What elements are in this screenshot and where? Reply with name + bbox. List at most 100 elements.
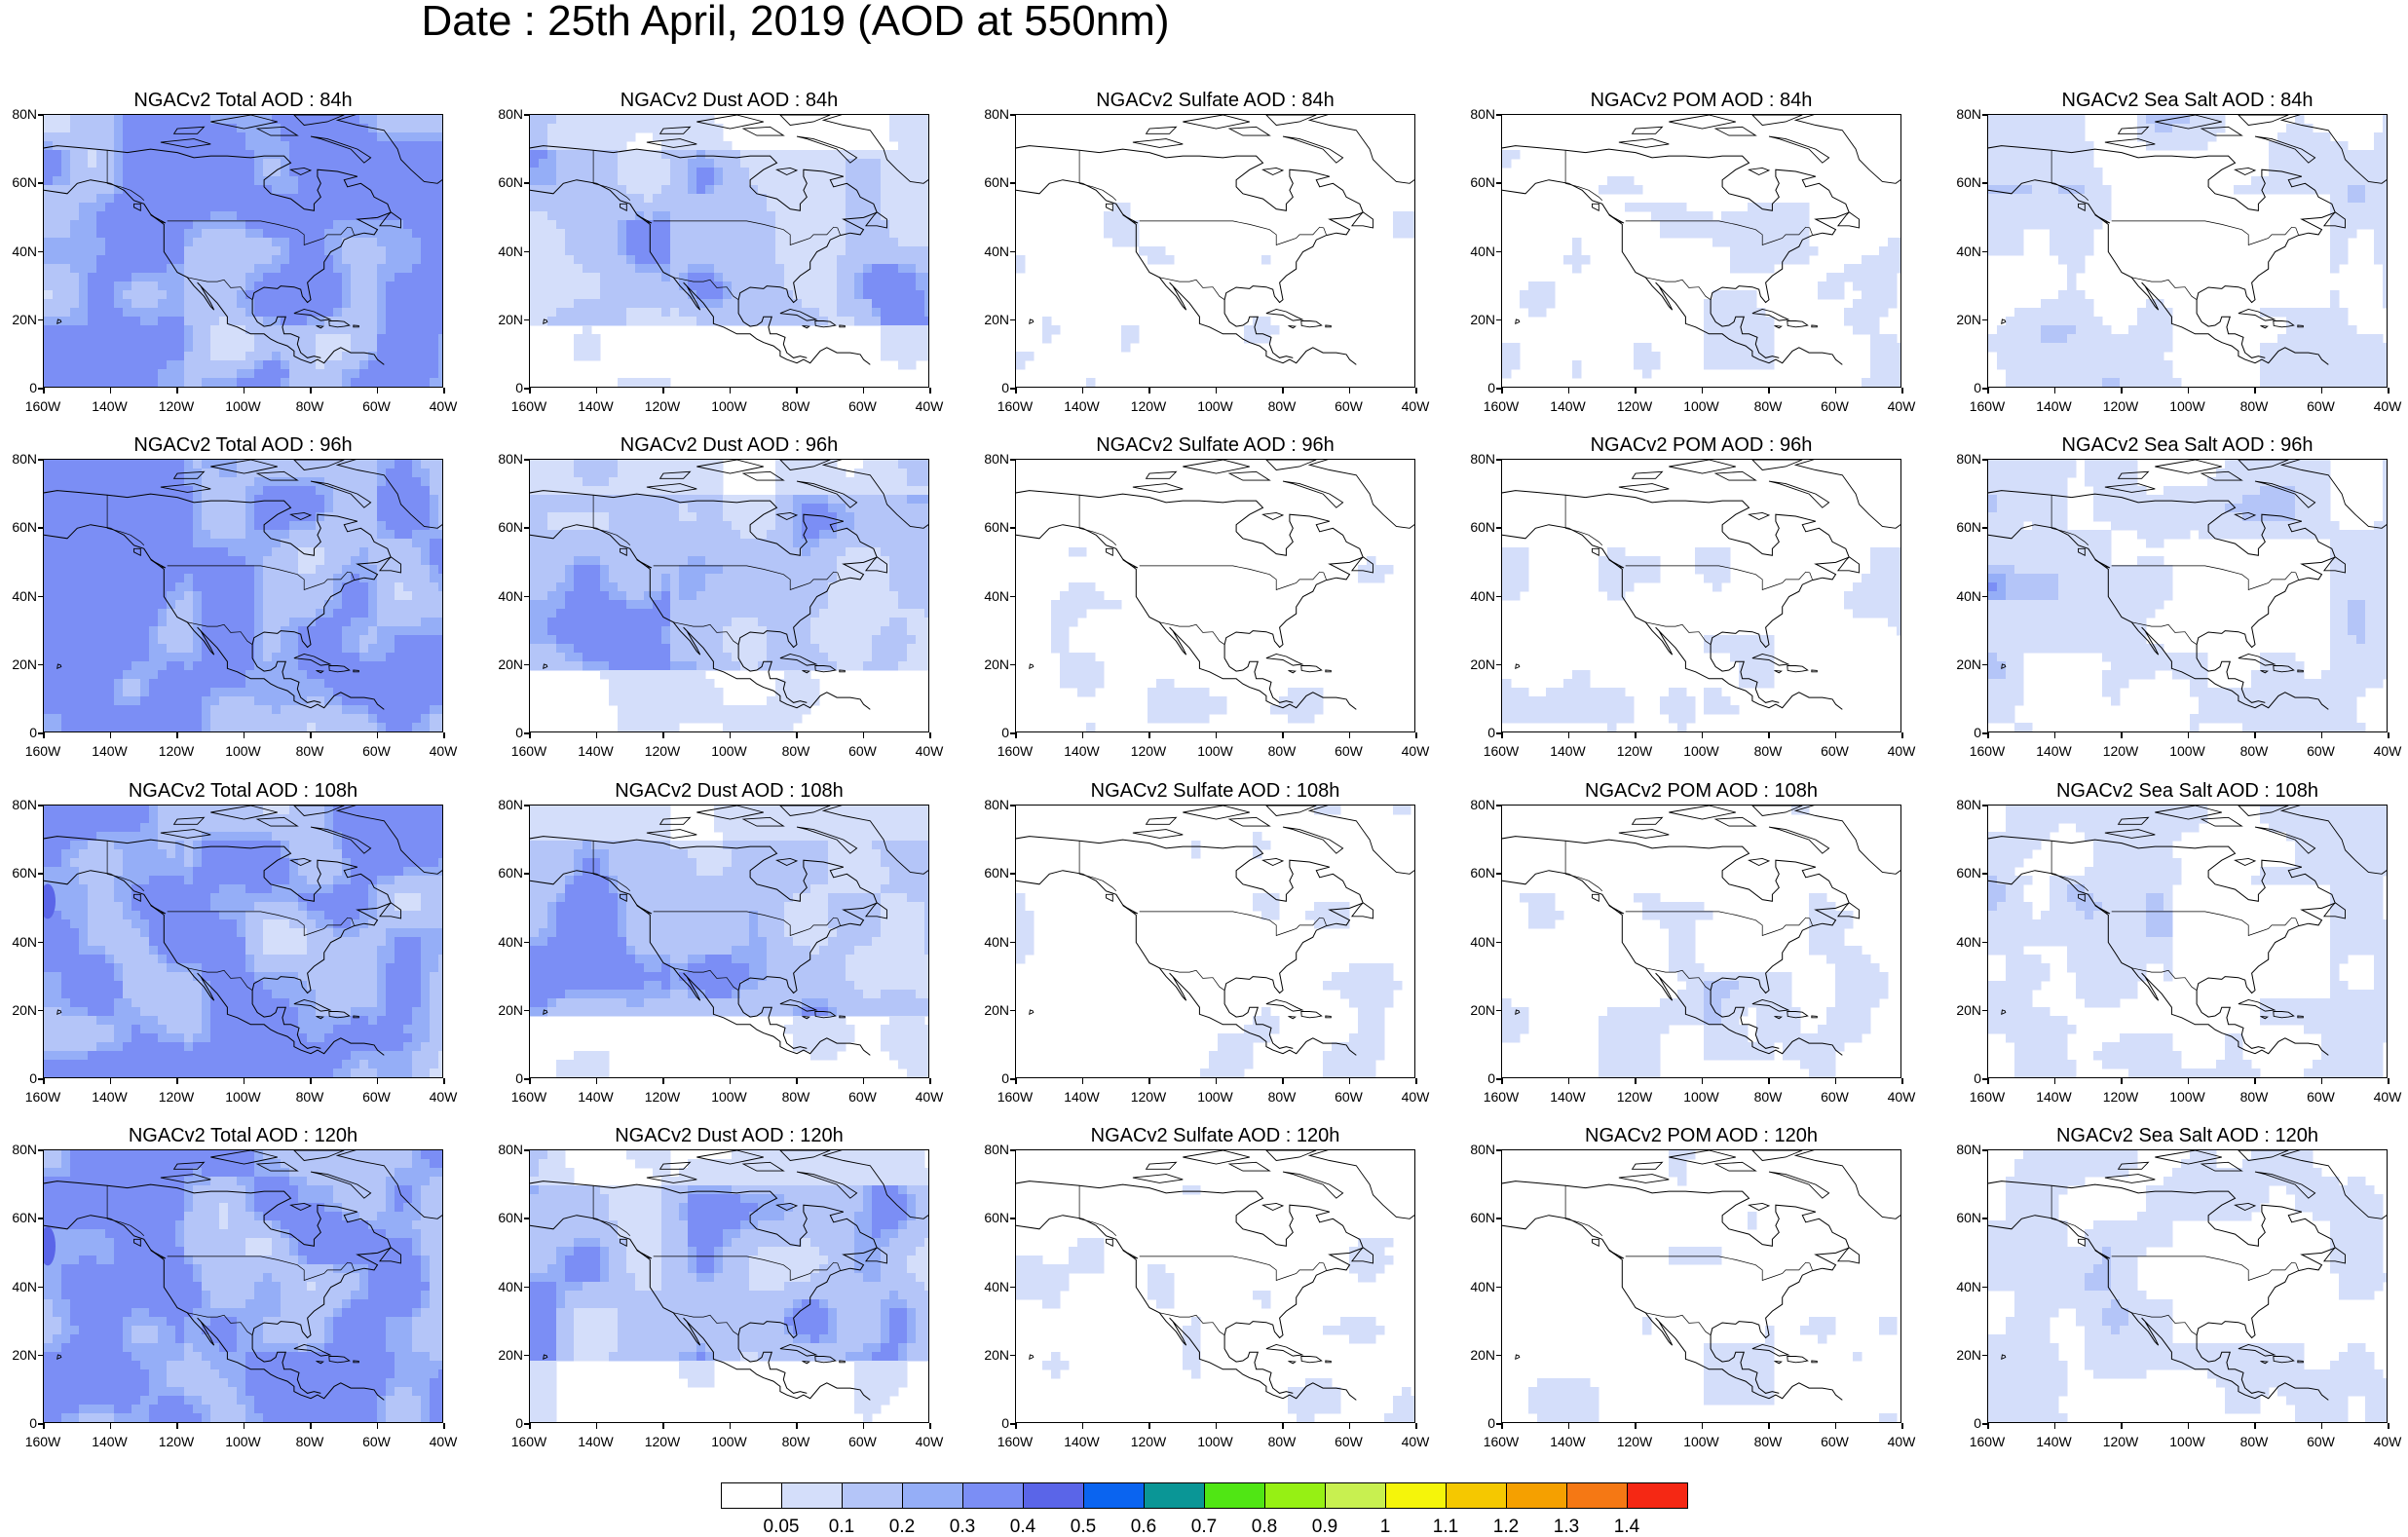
aod-cell <box>2085 334 2094 344</box>
aod-cell <box>854 317 864 326</box>
aod-cell <box>898 185 908 195</box>
aod-cell <box>219 203 229 212</box>
aod-cell <box>88 504 97 513</box>
aod-cell <box>105 264 115 274</box>
aod-cell <box>342 547 352 557</box>
aod-cell <box>828 281 838 291</box>
aod-cell <box>53 255 62 265</box>
aod-cell <box>342 469 352 478</box>
aod-cell <box>2146 325 2156 335</box>
aod-cell <box>907 290 917 300</box>
aod-cell <box>254 141 264 151</box>
aod-cell <box>140 653 150 662</box>
aod-cell <box>184 203 194 212</box>
aod-cell <box>1104 229 1113 239</box>
aod-cell <box>430 203 439 212</box>
aod-cell <box>53 238 62 247</box>
aod-cell <box>167 387 176 388</box>
aod-cell <box>149 299 159 309</box>
aod-cell <box>784 238 794 247</box>
aod-cell <box>430 477 439 487</box>
aod-cell <box>228 495 238 505</box>
aod-cell <box>881 281 890 291</box>
aod-cell <box>377 290 387 300</box>
aod-cell <box>2076 334 2086 344</box>
aod-cell <box>1774 255 1784 265</box>
aod-cell <box>281 115 290 125</box>
aod-cell <box>430 460 439 469</box>
aod-cell <box>245 281 255 291</box>
aod-cell <box>307 246 317 256</box>
aod-cell <box>237 352 246 361</box>
aod-cell <box>386 185 395 195</box>
aod-cell <box>132 360 141 370</box>
aod-cell <box>924 124 929 133</box>
aod-cell <box>386 360 395 370</box>
aod-cell <box>123 211 132 221</box>
aod-cell <box>1783 220 1792 230</box>
aod-cell <box>88 626 97 636</box>
aod-cell <box>114 334 124 344</box>
aod-cell <box>228 238 238 247</box>
aod-cell <box>237 530 246 540</box>
aod-cell <box>105 574 115 583</box>
aod-cell <box>140 246 150 256</box>
aod-cell <box>359 290 369 300</box>
aod-cell <box>123 626 132 636</box>
aod-cell <box>53 644 62 654</box>
aod-cell <box>749 290 759 300</box>
aod-cell <box>228 290 238 300</box>
aod-cell <box>1888 299 1898 309</box>
aod-cell <box>96 574 106 583</box>
aod-cell <box>333 618 343 627</box>
aod-cell <box>403 556 413 566</box>
lon-tick-label: 60W <box>1325 399 1373 413</box>
aod-cell <box>881 159 890 169</box>
aod-cell <box>298 670 308 680</box>
aod-cell <box>184 211 194 221</box>
aod-cell <box>316 600 325 610</box>
aod-cell <box>2277 378 2287 388</box>
aod-cell <box>88 644 97 654</box>
aod-cell <box>2269 159 2278 169</box>
aod-cell <box>421 591 431 601</box>
aod-cell <box>696 132 706 142</box>
aod-cell <box>412 264 422 274</box>
aod-cell <box>324 308 334 318</box>
aod-cell <box>359 238 369 247</box>
aod-cell <box>846 317 855 326</box>
aod-cell <box>395 220 404 230</box>
aod-cell <box>105 378 115 388</box>
aod-cell <box>88 343 97 353</box>
aod-cell <box>219 220 229 230</box>
aod-cell <box>281 141 290 151</box>
aod-cell <box>149 115 159 125</box>
aod-cell <box>140 600 150 610</box>
aod-cell <box>438 591 443 601</box>
aod-cell <box>924 150 929 160</box>
aod-cell <box>644 194 654 204</box>
aod-cell <box>793 211 803 221</box>
aod-cell <box>2286 387 2296 388</box>
aod-cell <box>430 132 439 142</box>
aod-cell <box>1739 334 1749 344</box>
aod-cell <box>281 378 290 388</box>
aod-cell <box>272 626 282 636</box>
aod-cell <box>359 661 369 671</box>
aod-cell <box>193 360 203 370</box>
aod-cell <box>359 308 369 318</box>
aod-cell <box>2085 150 2094 160</box>
aod-cell <box>565 185 575 195</box>
aod-cell <box>132 565 141 575</box>
aod-cell <box>430 574 439 583</box>
aod-cell <box>237 626 246 636</box>
aod-cell <box>421 618 431 627</box>
aod-cell <box>2374 220 2384 230</box>
aod-cell <box>123 609 132 619</box>
aod-cell <box>898 194 908 204</box>
aod-cell <box>359 469 369 478</box>
aod-cell <box>1572 360 1582 370</box>
aod-cell <box>1879 273 1889 282</box>
aod-cell <box>96 273 106 282</box>
aod-cell <box>395 176 404 186</box>
